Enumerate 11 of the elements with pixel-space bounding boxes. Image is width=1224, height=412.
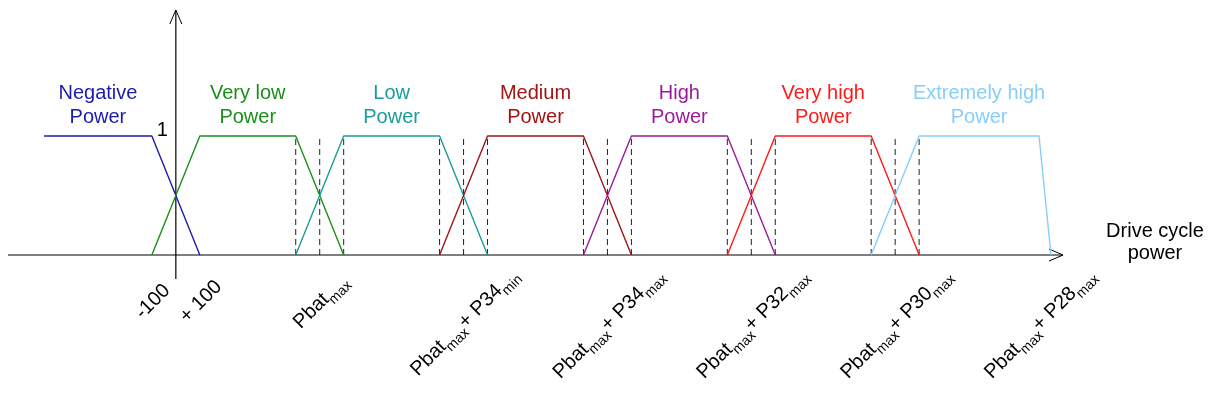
series-label: Very low Power (209, 81, 287, 127)
x-axis-title: Drive cycle power (1106, 219, 1204, 263)
series-label: Very high Power (781, 81, 865, 127)
series-label: Medium Power (499, 81, 572, 127)
series-label: High Power (651, 81, 709, 127)
series-label: Negative Power (58, 81, 138, 127)
series-label: Low Power (363, 81, 421, 127)
x-tick-label: -100 (129, 278, 174, 323)
x-tick-label: + 100 (174, 275, 226, 327)
annotation: 1 (156, 118, 168, 140)
series-label: Extremely high Power (912, 81, 1046, 127)
